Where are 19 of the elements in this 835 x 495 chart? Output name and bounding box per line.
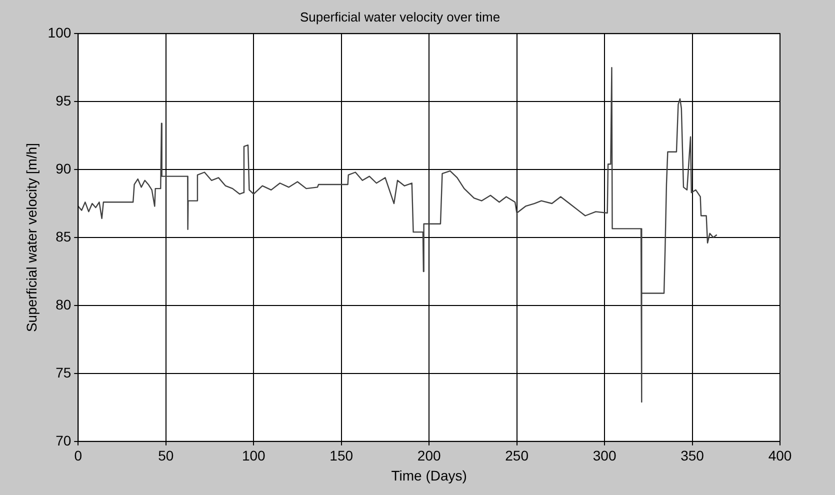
x-tick-label: 50 [158,448,174,464]
y-tick-label: 85 [56,228,72,244]
x-tick-label: 300 [592,448,616,464]
x-tick-label: 200 [417,448,441,464]
y-tick-label: 90 [56,160,72,176]
y-axis-title: Superficial water velocity [m/h] [23,142,40,332]
y-tick-label: 70 [56,432,72,448]
x-tick-label: 350 [680,448,704,464]
y-tick-label: 100 [48,24,72,40]
x-tick-label: 0 [74,448,82,464]
y-tick-label: 95 [56,92,72,108]
y-tick-label: 75 [56,364,72,380]
x-axis-title: Time (Days) [391,467,467,484]
x-tick-label: 100 [242,448,266,464]
x-tick-label: 400 [768,448,792,464]
x-tick-label: 250 [505,448,529,464]
chart-title: Superficial water velocity over time [300,9,500,24]
y-tick-label: 80 [56,296,72,312]
x-tick-label: 150 [330,448,354,464]
